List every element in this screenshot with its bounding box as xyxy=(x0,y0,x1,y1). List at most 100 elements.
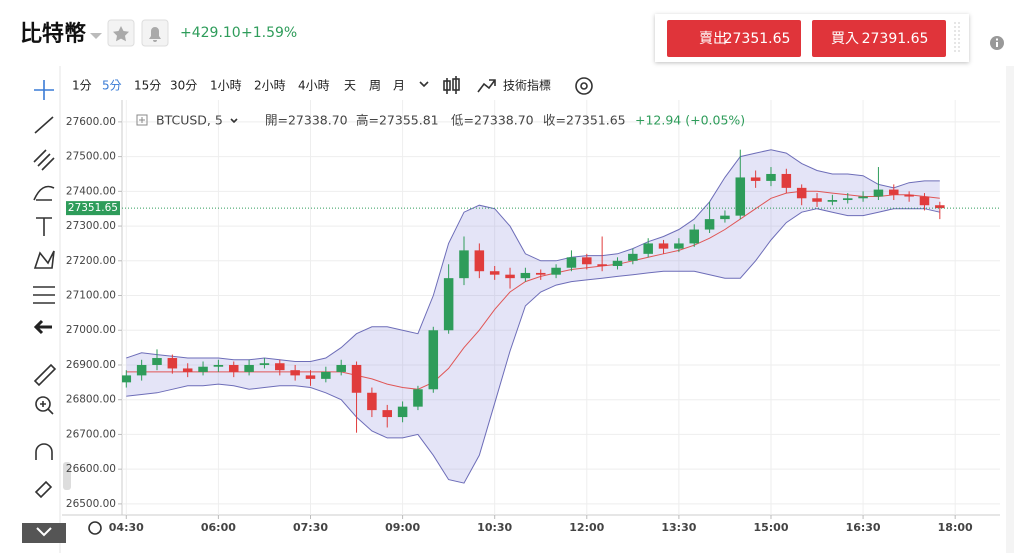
magnet-tool[interactable] xyxy=(35,443,53,460)
brush-tool[interactable] xyxy=(33,185,55,201)
collapse-tools[interactable] xyxy=(22,523,66,543)
trendline-tool[interactable] xyxy=(34,116,54,134)
candle-body xyxy=(658,243,669,249)
y-tick-label: 26600.00 xyxy=(66,463,116,475)
axes: 26500.00 26600.00 26700.00 26800.00 26900.00… xyxy=(66,116,973,534)
projection-tool[interactable] xyxy=(33,286,55,304)
candle-body xyxy=(781,173,792,188)
price-change: +429.10 xyxy=(180,25,241,41)
drag-handle[interactable] xyxy=(954,22,960,54)
candle-body xyxy=(720,215,730,220)
candle-body xyxy=(566,257,577,268)
collapse-legend[interactable] xyxy=(136,114,148,126)
settings-icon[interactable] xyxy=(575,77,593,95)
timeframe-button[interactable]: 1分 xyxy=(72,79,92,93)
candle-body xyxy=(643,243,653,254)
candle-body xyxy=(904,194,914,197)
legend-low: 低=27338.70 xyxy=(451,113,534,128)
legend-dropdown[interactable] xyxy=(230,118,238,124)
candle-body xyxy=(796,187,807,199)
x-tick-label: 15:00 xyxy=(753,521,788,534)
candle-body xyxy=(244,364,254,372)
current-price-tag xyxy=(66,201,120,216)
candle-body xyxy=(382,410,393,418)
timeframe-button[interactable]: 2小時 xyxy=(254,79,286,93)
info-glyph xyxy=(996,42,998,47)
timeframe-bar: 1分 5分 15分 30分 1小時 2小時 4小時天周月 xyxy=(72,79,405,93)
crosshair-tool[interactable] xyxy=(34,80,54,100)
collapse-arrow xyxy=(36,527,52,537)
y-tick-label: 27200.00 xyxy=(66,255,116,267)
candle-body xyxy=(750,177,761,181)
symbol-title: 比特幣 xyxy=(20,21,86,47)
candle-body xyxy=(305,375,316,379)
dropdown-arrow[interactable] xyxy=(90,33,102,39)
timeframe-button[interactable]: 月 xyxy=(393,79,405,93)
price-change-pct: +1.59% xyxy=(241,25,297,41)
candle-body xyxy=(443,278,454,331)
candle-body xyxy=(367,392,377,411)
y-tick-label: 27000.00 xyxy=(66,324,116,336)
collapse-legend-glyph xyxy=(139,117,145,123)
legend-change: +12.94 (+0.05%) xyxy=(635,113,745,128)
y-tick-label: 27300.00 xyxy=(66,220,116,232)
buy-button[interactable] xyxy=(812,20,946,57)
text-tool[interactable] xyxy=(36,217,52,236)
star-icon xyxy=(113,26,129,42)
candle-body xyxy=(689,229,699,244)
y-tick-label: 26900.00 xyxy=(66,359,116,371)
candle-body xyxy=(889,189,899,195)
indicators-icon[interactable] xyxy=(477,79,496,93)
timeframe-button[interactable]: 1小時 xyxy=(210,79,242,93)
pattern-tool[interactable] xyxy=(33,250,55,269)
fib-tool[interactable] xyxy=(33,149,55,171)
legend-close: 收=27351.65 xyxy=(543,113,626,128)
ruler-tool[interactable] xyxy=(33,363,57,387)
candle-body xyxy=(935,205,945,209)
candle-body xyxy=(136,364,147,376)
sell-button[interactable] xyxy=(667,20,801,57)
y-tick-label: 27100.00 xyxy=(66,290,116,302)
scroll-handle[interactable] xyxy=(63,462,71,490)
candle-body xyxy=(704,219,715,230)
x-tick-label: 04:30 xyxy=(109,521,144,534)
info-glyph xyxy=(996,38,998,41)
candle-body xyxy=(628,253,638,261)
y-tick-label: 26700.00 xyxy=(66,428,116,440)
candle-body xyxy=(167,358,178,369)
back-tool[interactable] xyxy=(33,319,52,335)
bell-icon xyxy=(149,27,161,42)
timeframe-button[interactable]: 15分 xyxy=(134,79,161,93)
candle-body xyxy=(873,189,884,197)
timeframe-button[interactable]: 天 xyxy=(344,79,356,93)
more-timeframes[interactable] xyxy=(419,81,429,88)
timeframe-button[interactable]: 30分 xyxy=(170,79,197,93)
candle-body xyxy=(336,364,346,372)
lock-draw-tool[interactable] xyxy=(34,480,53,499)
buy-label: 買入 xyxy=(831,31,859,47)
indicators-button[interactable]: 技術指標 xyxy=(503,78,551,93)
zoom-tool[interactable] xyxy=(35,396,51,412)
timeframe-button[interactable]: 4小時 xyxy=(298,79,330,93)
timeframe-button[interactable]: 周 xyxy=(369,79,381,93)
candle-body xyxy=(213,364,224,367)
legend-open: 開=27338.70 xyxy=(265,113,348,128)
x-tick-label: 13:30 xyxy=(661,521,696,534)
candle-body xyxy=(858,196,868,199)
x-tick-label: 10:30 xyxy=(477,521,512,534)
band-fill xyxy=(126,149,940,484)
candle-body xyxy=(612,260,623,266)
timeframe-button[interactable]: 5分 xyxy=(102,79,122,93)
grid xyxy=(122,100,1000,515)
y-tick-label: 26800.00 xyxy=(66,394,116,406)
x-tick-label: 09:00 xyxy=(385,521,420,534)
y-tick-label: 27600.00 xyxy=(66,116,116,128)
candle-body xyxy=(152,358,162,365)
candle-body xyxy=(275,363,285,371)
candle-body xyxy=(228,364,239,372)
candle-body xyxy=(520,272,531,279)
candle-body xyxy=(397,406,408,418)
chart-settings[interactable] xyxy=(88,521,102,535)
candle-type-icon[interactable] xyxy=(443,76,460,94)
legend-symbol: BTCUSD, 5 xyxy=(156,113,223,128)
